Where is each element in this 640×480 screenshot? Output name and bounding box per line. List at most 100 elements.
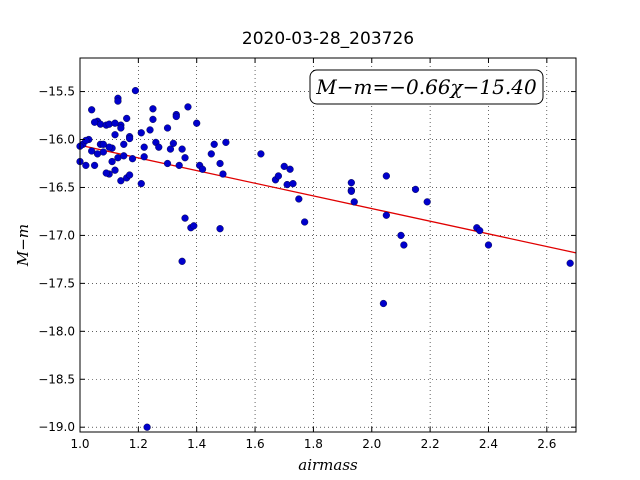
y-tick-label: −16.0 [38, 133, 75, 147]
data-point [184, 103, 192, 111]
data-point [400, 241, 408, 249]
data-point [175, 161, 183, 170]
data-point [181, 214, 189, 222]
data-points [76, 87, 574, 431]
data-point [140, 153, 148, 161]
data-point [99, 140, 107, 148]
x-tick-label: 2.4 [479, 437, 498, 451]
data-point [379, 299, 388, 308]
data-point [111, 166, 119, 174]
data-point [301, 218, 309, 226]
data-point [169, 139, 177, 147]
data-point [114, 97, 122, 105]
data-point [131, 87, 140, 95]
data-point [123, 114, 131, 123]
data-point [90, 161, 99, 170]
y-axis-label: M−m [14, 224, 32, 267]
data-point [397, 231, 405, 240]
data-point [382, 211, 390, 219]
data-point [476, 227, 484, 235]
data-point [88, 147, 96, 155]
x-tick-label: 1.4 [187, 437, 206, 451]
data-point [149, 105, 157, 113]
x-tick-label: 2.2 [421, 437, 440, 451]
data-point [190, 222, 198, 230]
data-point [178, 257, 186, 265]
x-tick-label: 1.2 [129, 437, 148, 451]
data-point [128, 155, 137, 163]
y-tick-label: −15.5 [38, 85, 75, 99]
y-tick-label: −16.5 [38, 180, 75, 194]
data-point [216, 225, 224, 233]
data-point [423, 198, 431, 206]
x-tick-label: 2.0 [362, 437, 381, 451]
data-point [411, 185, 420, 193]
data-point [120, 152, 128, 160]
data-point [143, 423, 151, 431]
fit-line [79, 144, 577, 254]
y-tick-label: −19.0 [38, 420, 75, 434]
data-point [117, 177, 125, 185]
data-point [163, 159, 172, 168]
data-point [198, 165, 207, 173]
data-point [295, 195, 303, 203]
data-point [108, 157, 116, 166]
data-point [207, 150, 215, 158]
data-point [178, 145, 186, 153]
data-point [126, 171, 134, 179]
data-point [149, 115, 157, 123]
x-tick-label: 2.6 [537, 437, 556, 451]
data-point [166, 145, 175, 153]
data-point [82, 161, 90, 170]
data-point [126, 134, 134, 143]
fit-annotation: M−m=−0.66χ−15.40 [309, 69, 544, 105]
data-point [274, 172, 283, 180]
data-point [286, 165, 294, 173]
y-tick-label: −17.0 [38, 228, 75, 242]
data-point [484, 241, 493, 249]
x-tick-label: 1.0 [70, 437, 89, 451]
data-point [140, 143, 148, 151]
data-point [117, 124, 125, 132]
data-point [172, 112, 180, 121]
data-point [120, 140, 128, 148]
data-point [82, 136, 90, 145]
y-tick-label: −18.5 [38, 372, 75, 386]
data-point [219, 170, 227, 178]
fit-equation: M−m=−0.66χ−15.40 [315, 75, 537, 99]
data-point [93, 150, 102, 158]
x-axis-label: airmass [298, 456, 358, 474]
data-point [193, 119, 201, 127]
x-tick-label: 1.6 [246, 437, 265, 451]
grid [80, 58, 576, 432]
chart-title: 2020-03-28_203726 [242, 29, 414, 49]
plot-frame [79, 57, 577, 433]
data-point [88, 106, 96, 114]
data-point [111, 131, 119, 139]
data-point [347, 187, 355, 195]
data-point [111, 119, 119, 127]
data-point [102, 169, 110, 177]
data-point [289, 180, 297, 188]
data-point [280, 162, 288, 170]
data-point [146, 126, 154, 134]
data-point [137, 129, 145, 137]
data-point [155, 143, 163, 151]
data-point [90, 118, 99, 126]
y-tick-label: −17.5 [38, 276, 75, 290]
data-point [210, 140, 218, 148]
data-point [350, 198, 358, 206]
data-point [257, 150, 265, 158]
y-tick-label: −18.0 [38, 324, 75, 338]
data-point [181, 154, 189, 162]
data-point [347, 179, 355, 187]
data-point [216, 159, 224, 168]
data-point [137, 180, 145, 188]
axis-ticks: 1.0 1.2 1.4 1.6 1.8 2.0 2.2 2.4 2.6 −15.5 −16.0 −16… [38, 58, 576, 451]
data-point [163, 124, 172, 132]
data-point [566, 259, 574, 267]
annotation-box [309, 69, 544, 105]
x-tick-label: 1.8 [304, 437, 323, 451]
data-point [105, 143, 113, 151]
